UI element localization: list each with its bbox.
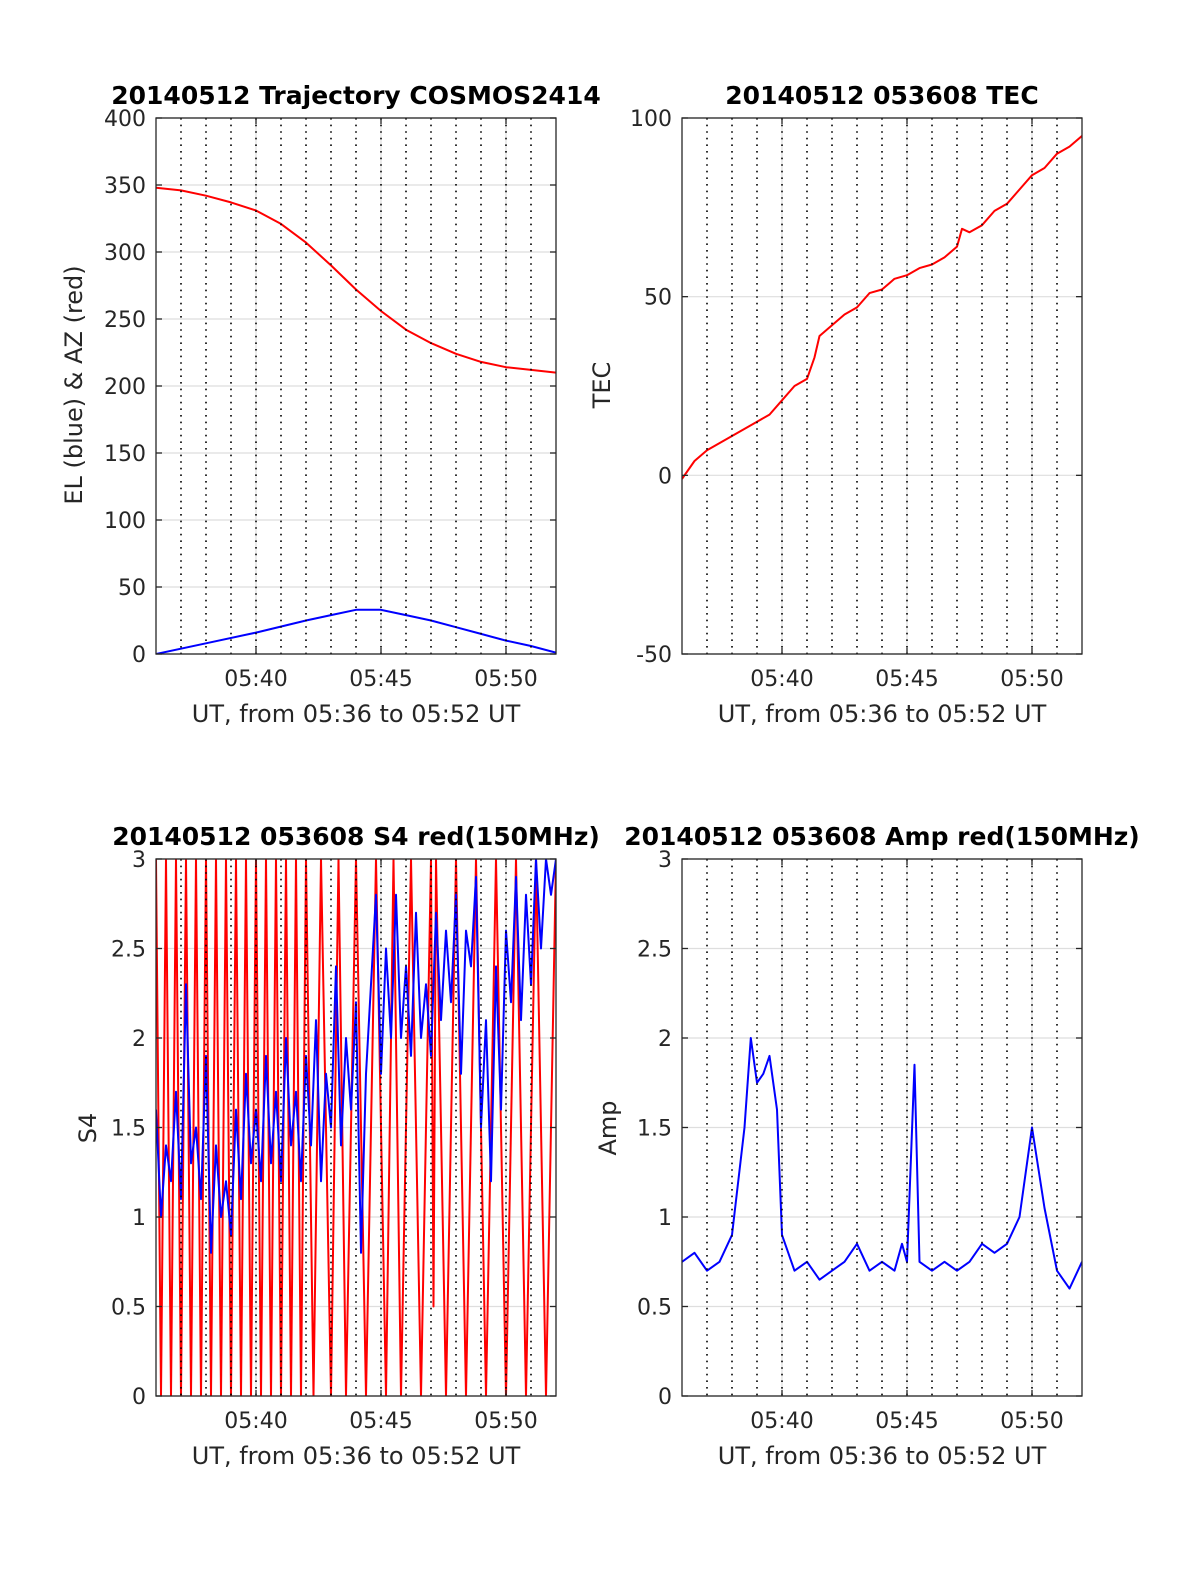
- s4-y-tick-label: 2.5: [111, 938, 146, 963]
- amp-x-tick-label: 05:45: [875, 1409, 938, 1434]
- tec-title: 20140512 053608 TEC: [725, 81, 1038, 110]
- s4-y-tick-label: 1.5: [111, 1117, 146, 1142]
- amp-y-axis-label: Amp: [594, 1100, 622, 1155]
- s4-y-axis-label: S4: [74, 1113, 102, 1144]
- tec-series-0-line: [682, 135, 1082, 480]
- tec-plot-area: [682, 118, 1082, 654]
- amp-y-tick-label: 2: [658, 1027, 672, 1052]
- s4-x-axis-label: UT, from 05:36 to 05:52 UT: [192, 1442, 521, 1470]
- trajectory-title: 20140512 Trajectory COSMOS2414: [111, 81, 601, 110]
- amp-x-axis-label: UT, from 05:36 to 05:52 UT: [718, 1442, 1047, 1470]
- trajectory-y-tick-label: 350: [104, 174, 146, 199]
- tec-y-axis-label: TEC: [588, 362, 616, 410]
- trajectory-y-tick-label: 100: [104, 509, 146, 534]
- trajectory-x-tick-label: 05:40: [224, 667, 287, 692]
- s4-series-1-line: [156, 859, 556, 1254]
- trajectory-y-tick-label: 0: [132, 643, 146, 668]
- amp-y-tick-label: 3: [658, 848, 672, 873]
- amp-y-tick-label: 0.5: [637, 1296, 672, 1321]
- trajectory-series-0-line: [156, 186, 556, 374]
- amp-chart: 20140512 053608 Amp red(150MHz) UT, from…: [594, 822, 1140, 1470]
- s4-x-tick-label: 05:50: [474, 1409, 537, 1434]
- tec-x-tick-label: 05:45: [875, 667, 938, 692]
- s4-title: 20140512 053608 S4 red(150MHz): [112, 822, 600, 851]
- trajectory-x-tick-label: 05:50: [474, 667, 537, 692]
- trajectory-y-tick-label: 250: [104, 308, 146, 333]
- trajectory-chart: 20140512 Trajectory COSMOS2414 UT, from …: [60, 81, 601, 728]
- s4-y-tick-label: 0.5: [111, 1296, 146, 1321]
- trajectory-series-1-line: [156, 608, 556, 654]
- trajectory-x-tick-label: 05:45: [349, 667, 412, 692]
- trajectory-y-tick-label: 400: [104, 107, 146, 132]
- amp-series-0-line: [682, 1037, 1082, 1290]
- tec-x-tick-label: 05:50: [1000, 667, 1063, 692]
- amp-x-tick-label: 05:50: [1000, 1409, 1063, 1434]
- tec-x-tick-label: 05:40: [750, 667, 813, 692]
- s4-y-tick-label: 1: [132, 1206, 146, 1231]
- amp-x-tick-label: 05:40: [750, 1409, 813, 1434]
- trajectory-y-tick-label: 50: [118, 576, 146, 601]
- s4-x-tick-label: 05:40: [224, 1409, 287, 1434]
- s4-y-tick-label: 3: [132, 848, 146, 873]
- amp-title: 20140512 053608 Amp red(150MHz): [624, 822, 1140, 851]
- amp-y-tick-label: 1: [658, 1206, 672, 1231]
- trajectory-y-tick-label: 150: [104, 442, 146, 467]
- tec-y-tick-label: -50: [636, 643, 672, 668]
- tec-chart: 20140512 053608 TEC UT, from 05:36 to 05…: [588, 81, 1083, 728]
- trajectory-x-axis-label: UT, from 05:36 to 05:52 UT: [192, 700, 521, 728]
- tec-y-tick-label: 50: [644, 286, 672, 311]
- trajectory-y-axis-label: EL (blue) & AZ (red): [60, 265, 88, 504]
- tec-y-tick-label: 0: [658, 464, 672, 489]
- s4-x-tick-label: 05:45: [349, 1409, 412, 1434]
- amp-y-tick-label: 0: [658, 1385, 672, 1410]
- s4-chart: 20140512 053608 S4 red(150MHz) UT, from …: [74, 822, 600, 1470]
- s4-y-tick-label: 2: [132, 1027, 146, 1052]
- s4-y-tick-label: 0: [132, 1385, 146, 1410]
- tec-x-axis-label: UT, from 05:36 to 05:52 UT: [718, 700, 1047, 728]
- amp-y-tick-label: 2.5: [637, 938, 672, 963]
- amp-y-tick-label: 1.5: [637, 1117, 672, 1142]
- trajectory-y-tick-label: 200: [104, 375, 146, 400]
- tec-y-tick-label: 100: [630, 107, 672, 132]
- trajectory-y-tick-label: 300: [104, 241, 146, 266]
- tec-axes-box: [681, 117, 1083, 655]
